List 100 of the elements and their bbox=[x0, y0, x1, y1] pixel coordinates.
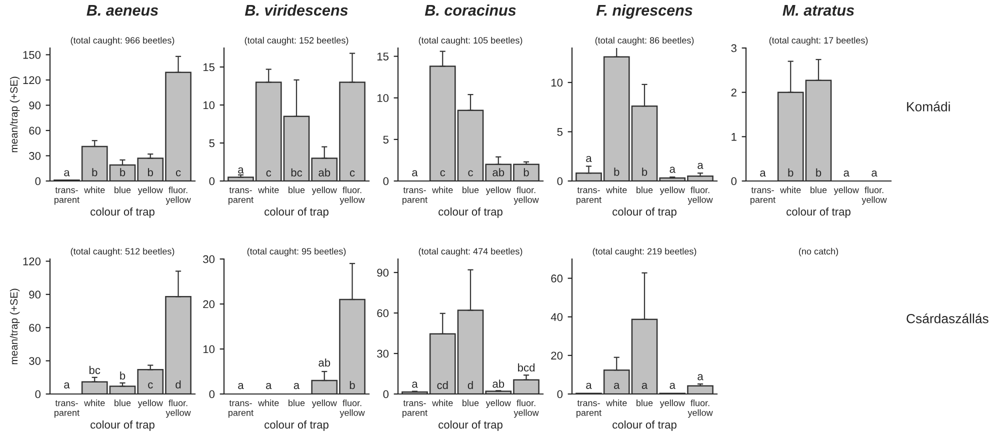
y-tick-label: 10 bbox=[551, 78, 563, 87]
y-tick-label: 30 bbox=[29, 357, 41, 365]
y-tick-label: 0 bbox=[557, 177, 563, 186]
y-tick-label: 5 bbox=[209, 139, 215, 148]
y-tick-label: 10 bbox=[203, 345, 215, 354]
annotation: a bbox=[412, 382, 418, 388]
y-axis-title: mean/trap (+SE) bbox=[10, 76, 20, 152]
y-tick-label: 5 bbox=[557, 128, 563, 136]
annotation: a bbox=[238, 167, 244, 174]
annotation: ab bbox=[492, 380, 504, 388]
annotation: d bbox=[176, 380, 181, 388]
y-tick-label: 30 bbox=[203, 255, 215, 264]
annotation: a bbox=[698, 162, 704, 169]
x-tick-label: fluor. yellow bbox=[688, 186, 713, 205]
annotation: ab bbox=[492, 168, 504, 176]
x-tick-label: white bbox=[258, 400, 279, 406]
x-axis-title: colour of trap bbox=[786, 207, 850, 218]
chart-subtitle: (total caught: 219 beetles) bbox=[592, 248, 696, 256]
chart-subtitle: (total caught: 17 beetles) bbox=[769, 36, 868, 46]
x-tick-label: yellow bbox=[138, 400, 163, 408]
x-tick-label: white bbox=[606, 186, 627, 194]
y-tick-label: 90 bbox=[29, 290, 41, 299]
x-tick-label: blue bbox=[114, 400, 131, 406]
chart-subtitle: (total caught: 105 beetles) bbox=[418, 36, 522, 46]
annotation: b bbox=[120, 371, 126, 380]
x-tick-label: white bbox=[606, 400, 627, 406]
y-tick-label: 1 bbox=[732, 133, 736, 141]
y-tick-label: 120 bbox=[23, 76, 41, 84]
x-axis-title: colour of trap bbox=[438, 420, 502, 431]
annotation: a bbox=[614, 382, 620, 389]
annotation: b bbox=[92, 168, 98, 176]
annotation: b bbox=[816, 168, 822, 177]
annotation: b bbox=[788, 168, 794, 177]
annotation: a bbox=[294, 383, 300, 390]
annotation: b bbox=[524, 168, 529, 176]
annotation: b bbox=[148, 168, 154, 176]
annotation: b bbox=[350, 380, 355, 390]
x-tick-label: blue bbox=[636, 400, 653, 406]
x-axis-title: colour of trap bbox=[264, 420, 328, 431]
y-axis-title: mean/trap (+SE) bbox=[10, 288, 20, 364]
annotation: d bbox=[468, 380, 473, 390]
y-tick-label: 20 bbox=[551, 352, 563, 360]
annotation: a bbox=[760, 170, 766, 177]
x-axis-title: colour of trap bbox=[612, 207, 676, 218]
x-axis-title: colour of trap bbox=[438, 207, 502, 218]
annotation: a bbox=[698, 374, 704, 380]
y-tick-label: 0 bbox=[731, 177, 737, 186]
annotation: c bbox=[148, 382, 153, 388]
chart-title: B. viridescens bbox=[244, 4, 348, 16]
annotation: a bbox=[670, 382, 676, 389]
annotation: a bbox=[238, 383, 244, 390]
annotation: b bbox=[120, 168, 126, 176]
x-axis-title: colour of trap bbox=[90, 420, 154, 431]
x-tick-label: yellow bbox=[486, 400, 511, 408]
annotation: c bbox=[350, 170, 355, 177]
x-tick-label: white bbox=[84, 186, 105, 194]
x-tick-label: blue bbox=[288, 400, 305, 406]
x-tick-label: trans- parent bbox=[576, 400, 602, 418]
text: (no catch) bbox=[798, 248, 838, 256]
x-tick-label: trans- parent bbox=[228, 400, 254, 418]
x-tick-label: yellow bbox=[312, 186, 337, 195]
x-tick-label: white bbox=[432, 400, 453, 406]
x-tick-label: yellow bbox=[486, 186, 511, 195]
annotation: bc bbox=[89, 366, 100, 374]
x-tick-label: trans- parent bbox=[54, 400, 80, 418]
chart-subtitle: (total caught: 474 beetles) bbox=[418, 248, 522, 256]
y-tick-label: 60 bbox=[29, 324, 41, 332]
chart-title: B. coracinus bbox=[424, 4, 516, 16]
annotation: a bbox=[412, 170, 418, 176]
x-tick-label: yellow bbox=[312, 400, 337, 408]
y-tick-label: 0 bbox=[35, 177, 41, 186]
y-tick-label: 15 bbox=[203, 63, 215, 72]
y-tick-label: 3 bbox=[731, 44, 736, 52]
y-tick-label: 0 bbox=[383, 177, 389, 186]
y-tick-label: 0 bbox=[209, 390, 215, 398]
x-tick-label: blue bbox=[810, 186, 827, 194]
x-tick-label: fluor. yellow bbox=[166, 400, 191, 418]
x-tick-label: fluor. yellow bbox=[340, 186, 365, 205]
annotation: a bbox=[64, 382, 70, 388]
y-tick-label: 60 bbox=[29, 126, 41, 135]
y-tick-label: 0 bbox=[557, 390, 563, 398]
annotation: a bbox=[844, 170, 850, 177]
y-tick-label: 0 bbox=[35, 390, 41, 398]
y-tick-label: 150 bbox=[23, 51, 41, 59]
x-tick-label: fluor. yellow bbox=[166, 186, 191, 205]
x-axis-title: colour of trap bbox=[612, 420, 676, 431]
x-tick-label: yellow bbox=[660, 186, 685, 195]
x-tick-label: fluor. yellow bbox=[688, 400, 713, 418]
annotation: c bbox=[266, 170, 272, 177]
annotation: a bbox=[586, 156, 592, 162]
x-axis-title: colour of trap bbox=[264, 207, 328, 218]
x-tick-label: blue bbox=[462, 186, 479, 194]
x-tick-label: yellow bbox=[660, 400, 685, 408]
x-tick-label: yellow bbox=[138, 186, 163, 195]
chart-subtitle: (total caught: 512 beetles) bbox=[70, 248, 174, 256]
chart-subtitle: (total caught: 86 beetles) bbox=[595, 36, 694, 46]
y-tick-label: 90 bbox=[29, 102, 41, 110]
annotation: a bbox=[872, 170, 878, 177]
annotation: cd bbox=[437, 380, 448, 390]
x-tick-label: yellow bbox=[834, 186, 859, 195]
